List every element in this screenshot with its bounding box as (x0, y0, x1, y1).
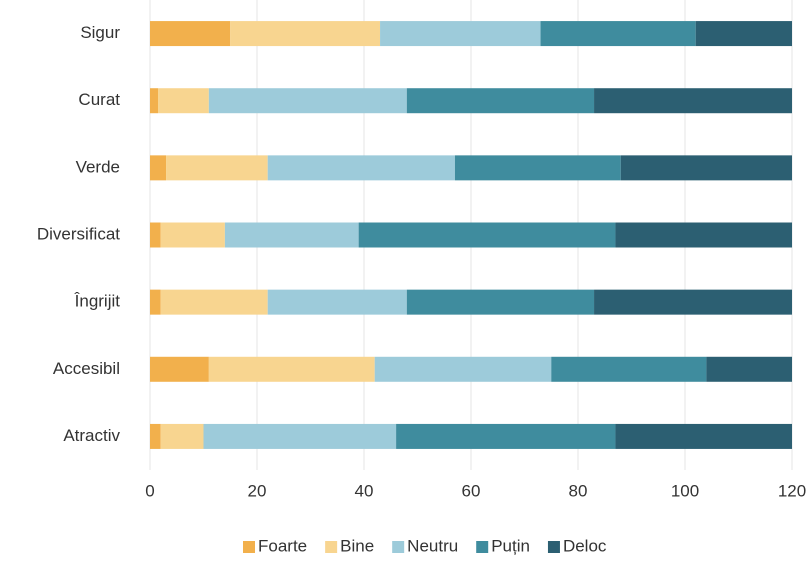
legend-swatch (243, 541, 255, 553)
bar-segment (160, 289, 268, 315)
bar-segment (540, 21, 696, 47)
bar-segment (150, 222, 161, 248)
bar-segment (551, 356, 707, 382)
bar-segment (160, 423, 204, 449)
x-tick-label: 80 (569, 481, 588, 500)
legend-label: Neutru (407, 536, 458, 555)
bar-segment (267, 155, 455, 181)
y-tick-label: Îngrijit (74, 292, 121, 311)
bar-segment (396, 423, 616, 449)
bar-segment (150, 88, 159, 114)
y-tick-label: Curat (78, 90, 120, 109)
y-tick-label: Diversificat (37, 224, 120, 243)
bar-segment (150, 423, 161, 449)
bar-segment (166, 155, 268, 181)
bar-segment (208, 88, 407, 114)
x-tick-label: 20 (248, 481, 267, 500)
bar-segment (695, 21, 792, 47)
bar-segment (230, 21, 381, 47)
bar-segment (454, 155, 621, 181)
bar-segment (374, 356, 552, 382)
y-tick-label: Atractiv (63, 426, 120, 445)
bar-segment (150, 155, 167, 181)
bar-segment (706, 356, 792, 382)
x-tick-label: 120 (778, 481, 806, 500)
legend-swatch (392, 541, 405, 553)
bar-segment (406, 88, 595, 114)
legend-swatch (476, 541, 489, 553)
x-tick-label: 100 (671, 481, 699, 500)
bar-segment (594, 289, 792, 315)
x-tick-label: 60 (462, 481, 481, 500)
bar-segment (150, 356, 209, 382)
x-tick-label: 40 (355, 481, 374, 500)
bar-segment (150, 21, 231, 47)
legend-label: Bine (340, 536, 374, 555)
bar-segment (224, 222, 359, 248)
bar-segment (203, 423, 397, 449)
bar-segment (267, 289, 407, 315)
bar-segment (406, 289, 595, 315)
bar-segment (160, 222, 225, 248)
x-tick-label: 0 (145, 481, 154, 500)
y-tick-label: Verde (76, 157, 120, 176)
bar-segment (615, 423, 792, 449)
bar-segment (594, 88, 792, 114)
legend-label: Puțin (491, 536, 530, 555)
bar-segment (615, 222, 792, 248)
legend-swatch (547, 541, 560, 553)
bar-segment (208, 356, 375, 382)
bar-segment (158, 88, 209, 114)
bar-segment (358, 222, 616, 248)
y-tick-label: Accesibil (53, 359, 120, 378)
bar-segment (620, 155, 792, 181)
legend-label: Deloc (563, 536, 607, 555)
bar-segment (150, 289, 161, 315)
bar-segment (380, 21, 541, 47)
legend-label: Foarte (258, 536, 307, 555)
legend-swatch (325, 541, 338, 553)
y-tick-label: Sigur (80, 23, 120, 42)
